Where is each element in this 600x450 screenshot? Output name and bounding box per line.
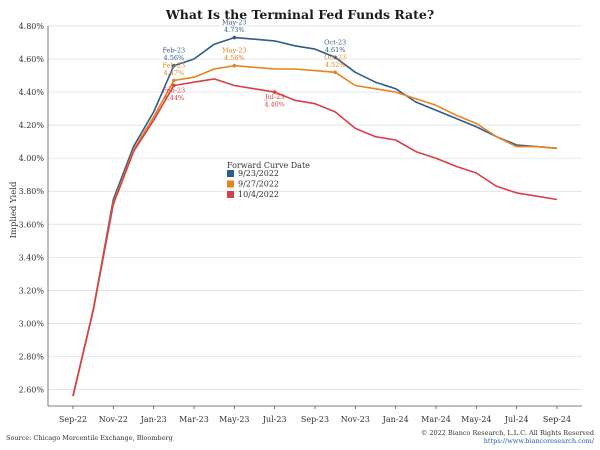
y-axis-label: Implied Yield [9, 181, 19, 238]
annotation-label: 4.73% [224, 26, 245, 34]
x-tick-label: Nov-22 [99, 415, 128, 424]
annotation-label: Oct-23 [324, 38, 346, 46]
annotation-point [172, 63, 176, 68]
website-link[interactable]: https://www.biancoresearch.com/ [484, 437, 595, 445]
y-tick-label: 2.60% [19, 385, 45, 394]
x-tick-label: Sep-24 [543, 415, 571, 424]
annotation-label: May-23 [222, 47, 247, 55]
legend-label: 9/23/2022 [238, 169, 279, 178]
legend-swatch [227, 191, 234, 198]
y-tick-label: 4.00% [19, 154, 45, 163]
annotation-point [333, 70, 337, 75]
annotation-point [272, 90, 277, 94]
annotation-point [172, 83, 176, 88]
x-tick-label: Jul-24 [504, 415, 529, 424]
gridlines [48, 25, 582, 390]
annotation-label: 4.47% [164, 69, 185, 77]
series-line-2 [72, 64, 558, 397]
y-tick-label: 4.80% [19, 22, 45, 31]
annotation-label: Jul-23 [264, 93, 284, 101]
y-tick-label: 4.60% [19, 55, 45, 64]
x-tick-label: Sep-23 [301, 415, 329, 424]
chart-title: What Is the Terminal Fed Funds Rate? [165, 7, 434, 22]
annotation-label: 4.52% [325, 61, 346, 69]
annotation-label: Feb-23 [163, 62, 186, 70]
series-line-1 [72, 36, 558, 397]
annotation-label: 4.56% [164, 54, 185, 62]
annotation-label: Oct-23 [324, 53, 346, 61]
series-lines [72, 36, 558, 397]
legend-swatch [227, 180, 234, 188]
annotation-point [232, 63, 237, 68]
legend: Forward Curve Date 9/23/2022 9/27/202210/… [227, 161, 310, 199]
y-tick-label: 3.60% [19, 220, 45, 229]
annotation-label: Feb-23 [163, 86, 186, 94]
source-note: Source: Chicago Mercentile Exchange, Blo… [6, 434, 173, 442]
annotation-label: 4.40% [264, 101, 285, 109]
axes [47, 26, 582, 409]
annotation-label: May-23 [222, 19, 247, 27]
x-tick-label: Nov-23 [341, 415, 370, 424]
series-line-3 [72, 78, 558, 397]
y-tick-label: 4.20% [19, 121, 45, 130]
x-tick-label: May-23 [219, 415, 249, 424]
legend-label: 9/27/2022 [238, 180, 279, 189]
x-tick-label: Jul-23 [262, 415, 287, 424]
x-tick-label: Mar-24 [421, 415, 451, 424]
y-tick-label: 3.80% [19, 187, 45, 196]
annotation-point [232, 35, 237, 40]
copyright-note: © 2022 Bianco Research, L.L.C. All Right… [421, 429, 594, 437]
annotation-point [333, 55, 337, 60]
y-tick-label: 3.20% [19, 286, 45, 295]
y-tick-label: 3.40% [19, 253, 45, 262]
annotation-point [172, 78, 176, 83]
x-tick-labels: Sep-22 Nov-22 Jan-23 Mar-23 May-23 Jul-23 Sep-… [59, 415, 571, 424]
y-tick-labels: 2.60% 2.80% 3.00% 3.20% 3.40% 3.60% 3.80% 4.00%… [19, 22, 45, 394]
annotation-label: 4.44% [164, 94, 185, 102]
annotation-label: Feb-23 [163, 47, 186, 55]
y-tick-label: 2.80% [19, 352, 45, 361]
y-tick-label: 4.40% [19, 88, 45, 97]
legend-swatch [227, 170, 234, 177]
annotation-label: 4.56% [224, 54, 245, 62]
legend-title: Forward Curve Date [227, 161, 310, 170]
x-tick-label: Mar-23 [179, 415, 209, 424]
annotation-label: 4.61% [325, 46, 346, 54]
legend-label: 10/4/2022 [238, 190, 279, 199]
x-tick-label: Jan-24 [382, 415, 409, 424]
x-tick-label: May-24 [461, 415, 491, 424]
x-tick-label: Sep-22 [59, 415, 87, 424]
x-tick-label: Jan-23 [140, 415, 167, 424]
y-tick-label: 3.00% [19, 319, 45, 328]
annotations: Feb-234.56%May-234.73%Oct-234.61%Feb-234… [163, 19, 347, 109]
